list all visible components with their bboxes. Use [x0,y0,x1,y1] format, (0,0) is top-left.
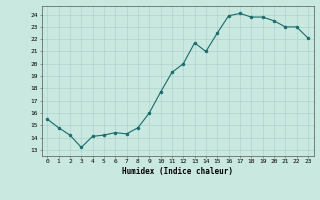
X-axis label: Humidex (Indice chaleur): Humidex (Indice chaleur) [122,167,233,176]
